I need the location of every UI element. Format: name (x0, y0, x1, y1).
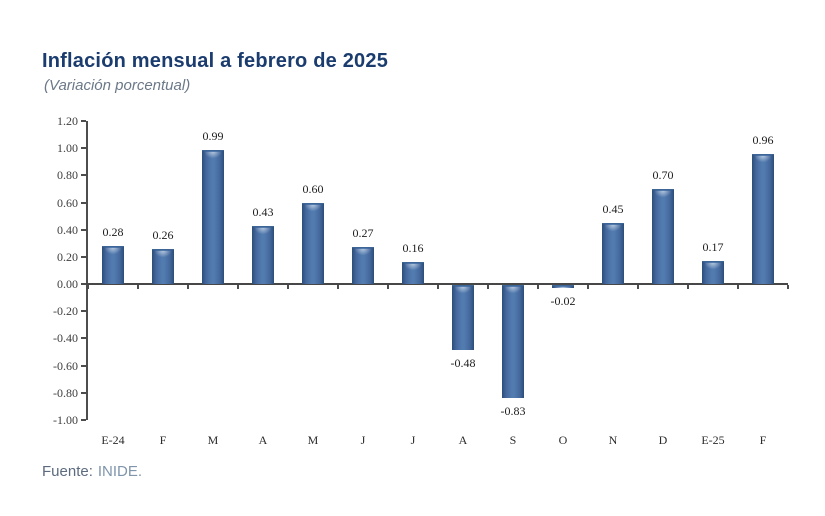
x-axis-tick (87, 285, 89, 290)
bar-value-label: 0.70 (652, 167, 674, 182)
x-tick-label: E-24 (101, 433, 125, 447)
y-tick-label: 1.00 (57, 141, 78, 156)
y-axis-tick (81, 255, 86, 258)
x-axis-tick (337, 285, 339, 290)
y-tick-label: -0.80 (53, 385, 78, 400)
bar (502, 285, 524, 398)
x-tick-label: N (608, 433, 618, 447)
bar (152, 248, 174, 285)
x-tick-label: M (307, 433, 319, 447)
x-axis-tick (737, 285, 739, 290)
y-tick-label: -0.40 (53, 331, 78, 346)
x-axis-tick (687, 285, 689, 290)
source-label: Fuente: (42, 463, 93, 480)
y-tick-label: 1.20 (57, 114, 78, 128)
y-tick-label: -0.20 (53, 304, 78, 319)
bar-value-label: -0.02 (550, 293, 576, 308)
x-axis-tick (487, 285, 489, 290)
y-tick-label: 0.40 (57, 222, 78, 237)
x-tick-label: A (258, 433, 268, 447)
bar-value-label: 0.99 (202, 128, 224, 143)
bar (352, 247, 374, 285)
source-value: INIDE. (97, 463, 143, 480)
x-tick-label: S (509, 433, 517, 447)
x-axis-tick (787, 285, 789, 290)
x-tick-label: D (658, 433, 668, 447)
bar (102, 246, 124, 285)
bar-value-label: 0.60 (302, 181, 324, 196)
x-tick-label: A (458, 433, 468, 447)
y-axis-line (86, 121, 88, 420)
y-axis-tick (81, 147, 86, 150)
x-tick-label: F (759, 433, 767, 447)
y-tick-label: 0.60 (57, 195, 78, 210)
bar (652, 188, 674, 285)
y-axis-tick (81, 120, 86, 122)
bar-value-label: 0.28 (102, 225, 124, 240)
y-axis-tick (81, 201, 86, 204)
x-axis-tick (437, 285, 439, 290)
bar-value-label: -0.83 (500, 403, 526, 418)
y-tick-label: 0.20 (57, 249, 78, 264)
bar (452, 285, 474, 351)
bar-value-label: 0.43 (252, 204, 274, 219)
bar-value-label: 0.45 (602, 201, 624, 216)
chart-subtitle: (Variación porcentual) (44, 77, 191, 94)
y-axis-tick (81, 310, 86, 313)
x-axis-tick (387, 285, 389, 290)
x-axis-tick (587, 285, 589, 290)
y-axis-tick (81, 174, 86, 177)
bar-value-label: -0.48 (450, 356, 476, 371)
x-axis-tick (637, 285, 639, 290)
bar (202, 149, 224, 285)
x-axis-tick (287, 285, 289, 290)
x-tick-label: F (159, 433, 167, 447)
bar (602, 222, 624, 285)
chart-title: Inflación mensual a febrero de 2025 (42, 50, 389, 72)
y-tick-label: -1.00 (53, 413, 78, 427)
y-axis-tick (81, 228, 86, 231)
y-axis-tick (81, 337, 86, 340)
x-tick-label: M (207, 433, 219, 447)
y-axis-tick (81, 283, 86, 286)
x-axis-tick (537, 285, 539, 290)
x-tick-label: J (360, 433, 366, 447)
x-axis-tick (137, 285, 139, 290)
bar (302, 202, 324, 285)
y-axis-tick (81, 391, 86, 394)
x-axis-tick (187, 285, 189, 290)
y-tick-label: -0.60 (53, 358, 78, 373)
bar (752, 153, 774, 285)
x-axis-baseline (86, 283, 788, 286)
y-tick-label: 0.80 (57, 168, 78, 183)
bar-chart-plot-area: 1.20 1.00 0.80 0.60 0.40 0.20 0.00 -0.20 -0.40 -0… (53, 114, 789, 447)
bar-value-label: 0.27 (352, 226, 374, 241)
bar (252, 225, 274, 285)
bar-value-label: 0.16 (402, 241, 424, 256)
bar (702, 260, 724, 285)
x-tick-label: O (558, 433, 568, 447)
bar (552, 285, 574, 293)
y-axis-tick (81, 364, 86, 367)
source-note: Fuente: INIDE. (42, 463, 142, 480)
y-tick-label: 0.00 (57, 277, 78, 292)
bar-value-label: 0.17 (702, 239, 724, 254)
bar-value-label: 0.26 (152, 227, 174, 242)
y-axis-tick (81, 419, 86, 421)
bar (402, 262, 424, 285)
x-tick-label: J (410, 433, 416, 447)
x-axis-tick (237, 285, 239, 290)
x-tick-label: E-25 (701, 433, 725, 447)
bar-value-label: 0.96 (752, 132, 774, 147)
